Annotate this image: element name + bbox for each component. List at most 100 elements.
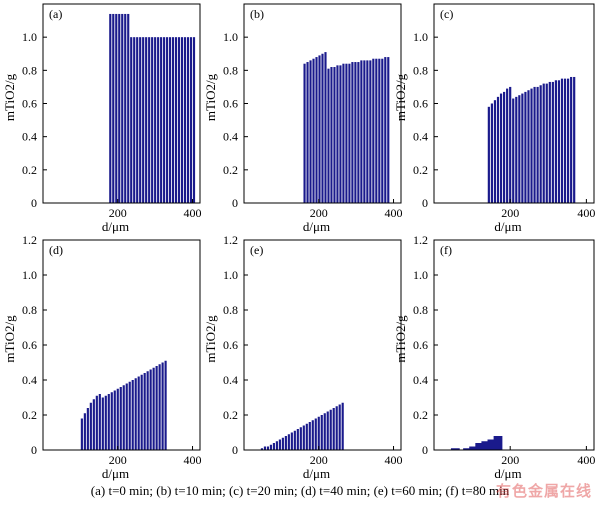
- panel-label: (e): [250, 243, 263, 257]
- bar: [160, 37, 163, 203]
- y-tick-label: 0.2: [413, 163, 428, 177]
- bar: [318, 55, 321, 203]
- bar: [148, 37, 151, 203]
- bar: [450, 448, 460, 450]
- panel-1: 0 0.2 0.4 0.6 0.8 1.0 200 400 (a) d/μm mTiO2/g: [2, 3, 202, 234]
- bar: [321, 53, 324, 203]
- bar: [92, 399, 95, 450]
- bar: [341, 402, 344, 450]
- bar: [573, 76, 576, 203]
- bar: [496, 96, 500, 203]
- x-tick-label: 200: [109, 453, 127, 467]
- bar: [110, 392, 113, 450]
- y-tick-label: 0.2: [223, 163, 238, 177]
- bar: [503, 91, 506, 203]
- bar: [183, 37, 187, 203]
- bar: [554, 80, 557, 203]
- bar: [387, 57, 390, 203]
- y-tick-label: 0.4: [223, 373, 238, 387]
- bar: [263, 446, 267, 450]
- y-tick-label: 0.4: [22, 130, 37, 144]
- y-axis-label: mTiO2/g: [203, 73, 218, 121]
- bar: [305, 423, 308, 450]
- y-tick-label: 0: [232, 196, 238, 210]
- bar: [570, 76, 573, 203]
- bar: [306, 62, 309, 203]
- y-tick-label: 0: [31, 443, 37, 457]
- bar: [192, 37, 196, 203]
- bar: [121, 13, 124, 204]
- bar: [293, 430, 296, 450]
- panel-3: 0 0.2 0.4 0.6 0.8 1.0 200 400 (c) d/μm mTiO2/g: [393, 3, 595, 234]
- bar: [152, 367, 155, 450]
- y-tick-label: 1.2: [223, 233, 238, 247]
- bar: [134, 378, 137, 450]
- x-axis-label: d/μm: [102, 219, 129, 234]
- y-tick-label: 1.2: [413, 233, 428, 247]
- y-tick-label: 0.4: [22, 373, 37, 387]
- y-tick-label: 0.8: [22, 303, 37, 317]
- bar: [140, 374, 143, 450]
- bar: [163, 37, 166, 203]
- bar: [266, 446, 269, 450]
- bar: [351, 62, 354, 203]
- bar: [124, 13, 127, 204]
- x-tick-label: 200: [501, 206, 519, 220]
- bar: [348, 63, 351, 204]
- bar: [563, 78, 567, 204]
- bar: [157, 37, 160, 203]
- bar: [80, 418, 83, 450]
- y-tick-label: 0: [31, 196, 37, 210]
- bar: [180, 37, 184, 203]
- bar: [186, 37, 190, 203]
- bar: [384, 57, 387, 203]
- y-axis-label: mTiO2/g: [393, 73, 408, 121]
- bar: [287, 434, 290, 450]
- bar: [506, 88, 509, 203]
- bar: [548, 81, 551, 203]
- bar: [131, 380, 134, 450]
- y-tick-label: 0.8: [223, 303, 238, 317]
- bar: [116, 388, 119, 450]
- bar: [169, 37, 172, 203]
- bar: [284, 436, 287, 450]
- bar: [269, 444, 272, 450]
- bar: [122, 385, 125, 450]
- y-tick-label: 1.0: [22, 268, 37, 282]
- y-tick-label: 1.0: [223, 30, 238, 44]
- x-tick-label: 200: [310, 206, 328, 220]
- y-tick-label: 0.6: [22, 338, 37, 352]
- bar: [378, 58, 381, 203]
- bar: [146, 371, 149, 450]
- bar: [172, 37, 175, 203]
- y-tick-label: 0.8: [223, 63, 238, 77]
- y-tick-label: 0.2: [413, 408, 428, 422]
- bar: [143, 373, 146, 450]
- bar: [475, 443, 485, 450]
- y-tick-label: 0.8: [22, 63, 37, 77]
- bar: [527, 90, 530, 203]
- bar: [109, 13, 112, 204]
- bar: [303, 63, 306, 204]
- bar: [342, 63, 345, 204]
- x-tick-label: 400: [577, 206, 595, 220]
- bar: [89, 402, 92, 450]
- bar: [487, 439, 497, 450]
- panel-label: (f): [440, 243, 452, 257]
- plot-frame: [433, 239, 595, 451]
- bar: [177, 37, 181, 203]
- bar: [357, 62, 360, 203]
- y-tick-label: 0.6: [413, 97, 428, 111]
- bar: [551, 81, 554, 203]
- watermark-text: 有色金属在线: [495, 482, 592, 500]
- bar: [354, 62, 357, 203]
- bar: [296, 429, 299, 450]
- y-tick-label: 0.8: [413, 63, 428, 77]
- bar: [314, 418, 317, 450]
- bar: [493, 436, 503, 450]
- bar: [315, 57, 318, 203]
- bar: [133, 37, 136, 203]
- bar: [278, 439, 281, 450]
- y-tick-label: 0: [232, 443, 238, 457]
